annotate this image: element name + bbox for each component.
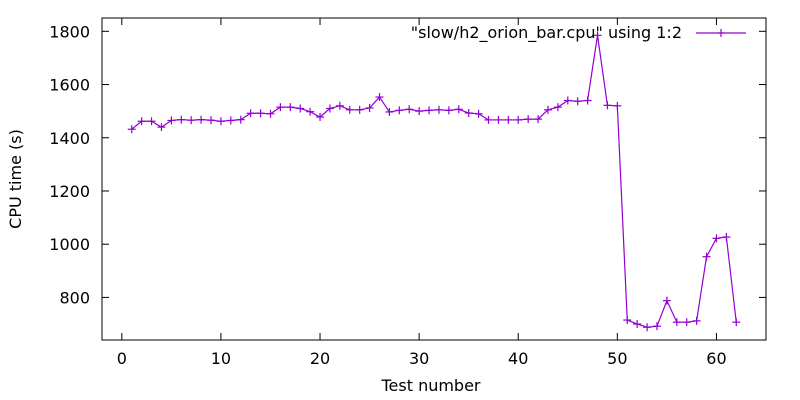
y-axis-label: CPU time (s) — [6, 129, 25, 229]
x-tick-label: 40 — [508, 349, 528, 368]
data-point — [613, 101, 622, 110]
y-axis: 800 1000 1200 1400 1600 1800 — [49, 22, 766, 307]
x-tick-label: 60 — [706, 349, 726, 368]
data-point — [524, 115, 533, 124]
x-tick-label: 20 — [310, 349, 330, 368]
data-point — [375, 93, 384, 102]
data-point — [672, 318, 681, 327]
data-point — [335, 101, 344, 110]
data-point — [345, 105, 354, 114]
data-point — [563, 96, 572, 105]
y-tick-label: 1000 — [49, 235, 90, 254]
data-point — [276, 103, 285, 112]
data-point — [147, 117, 156, 126]
data-point — [474, 109, 483, 118]
data-point — [256, 109, 265, 118]
data-point — [643, 323, 652, 332]
x-axis-label: Test number — [380, 376, 480, 395]
data-point — [593, 31, 602, 40]
data-point — [216, 117, 225, 126]
data-point — [444, 106, 453, 115]
data-point — [236, 115, 245, 124]
data-point — [385, 107, 394, 116]
data-point — [692, 316, 701, 325]
data-point — [167, 116, 176, 125]
plot-frame — [101, 17, 767, 341]
data-point — [296, 104, 305, 113]
legend-label: "slow/h2_orion_bar.cpu" using 1:2 — [411, 23, 682, 43]
data-point — [543, 105, 552, 114]
data-point — [157, 123, 166, 132]
x-tick-label: 0 — [117, 349, 127, 368]
data-point — [306, 107, 315, 116]
data-point — [177, 115, 186, 124]
y-tick-label: 1200 — [49, 182, 90, 201]
data-point — [127, 125, 136, 134]
data-point — [504, 115, 513, 124]
data-point — [207, 116, 216, 125]
data-point — [573, 97, 582, 106]
data-point — [652, 322, 661, 331]
data-point — [633, 320, 642, 329]
data-point — [197, 115, 206, 124]
data-point — [425, 106, 434, 115]
x-tick-label: 30 — [409, 349, 429, 368]
data-point — [662, 296, 671, 305]
y-tick-label: 1800 — [49, 22, 90, 41]
data-point — [187, 116, 196, 125]
data-point — [395, 106, 404, 115]
data-point — [266, 109, 275, 118]
data-point — [137, 117, 146, 126]
legend: "slow/h2_orion_bar.cpu" using 1:2 — [411, 23, 746, 43]
legend-marker — [717, 29, 725, 37]
data-point — [712, 234, 721, 243]
data-point — [583, 96, 592, 105]
data-point — [702, 252, 711, 261]
x-tick-label: 50 — [607, 349, 627, 368]
data-point — [405, 105, 414, 114]
y-tick-label: 800 — [59, 288, 90, 307]
series-line — [131, 35, 737, 328]
data-point — [494, 115, 503, 124]
data-point — [226, 116, 235, 125]
data-point — [434, 105, 443, 114]
data-point — [464, 109, 473, 118]
x-tick-label: 10 — [211, 349, 231, 368]
data-point — [365, 103, 374, 112]
data-point — [722, 233, 731, 242]
data-point — [325, 104, 334, 113]
y-tick-label: 1400 — [49, 129, 90, 148]
data-point — [534, 115, 543, 124]
data-point — [623, 316, 632, 325]
data-point — [355, 105, 364, 114]
x-axis: 0 10 20 30 40 50 60 — [117, 18, 727, 368]
data-point — [415, 107, 424, 116]
data-point — [454, 105, 463, 114]
data-point — [286, 103, 295, 112]
data-point — [553, 103, 562, 112]
data-point — [732, 318, 741, 327]
data-point — [246, 109, 255, 118]
data-point — [514, 115, 523, 124]
data-point — [682, 318, 691, 327]
data-point — [603, 101, 612, 110]
data-point — [316, 112, 325, 121]
series-group — [127, 31, 741, 332]
data-point — [484, 115, 493, 124]
y-tick-label: 1600 — [49, 76, 90, 95]
legend-marker-plus — [717, 29, 725, 37]
